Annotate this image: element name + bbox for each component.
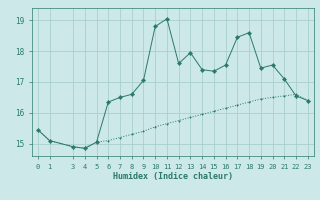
X-axis label: Humidex (Indice chaleur): Humidex (Indice chaleur) — [113, 172, 233, 181]
